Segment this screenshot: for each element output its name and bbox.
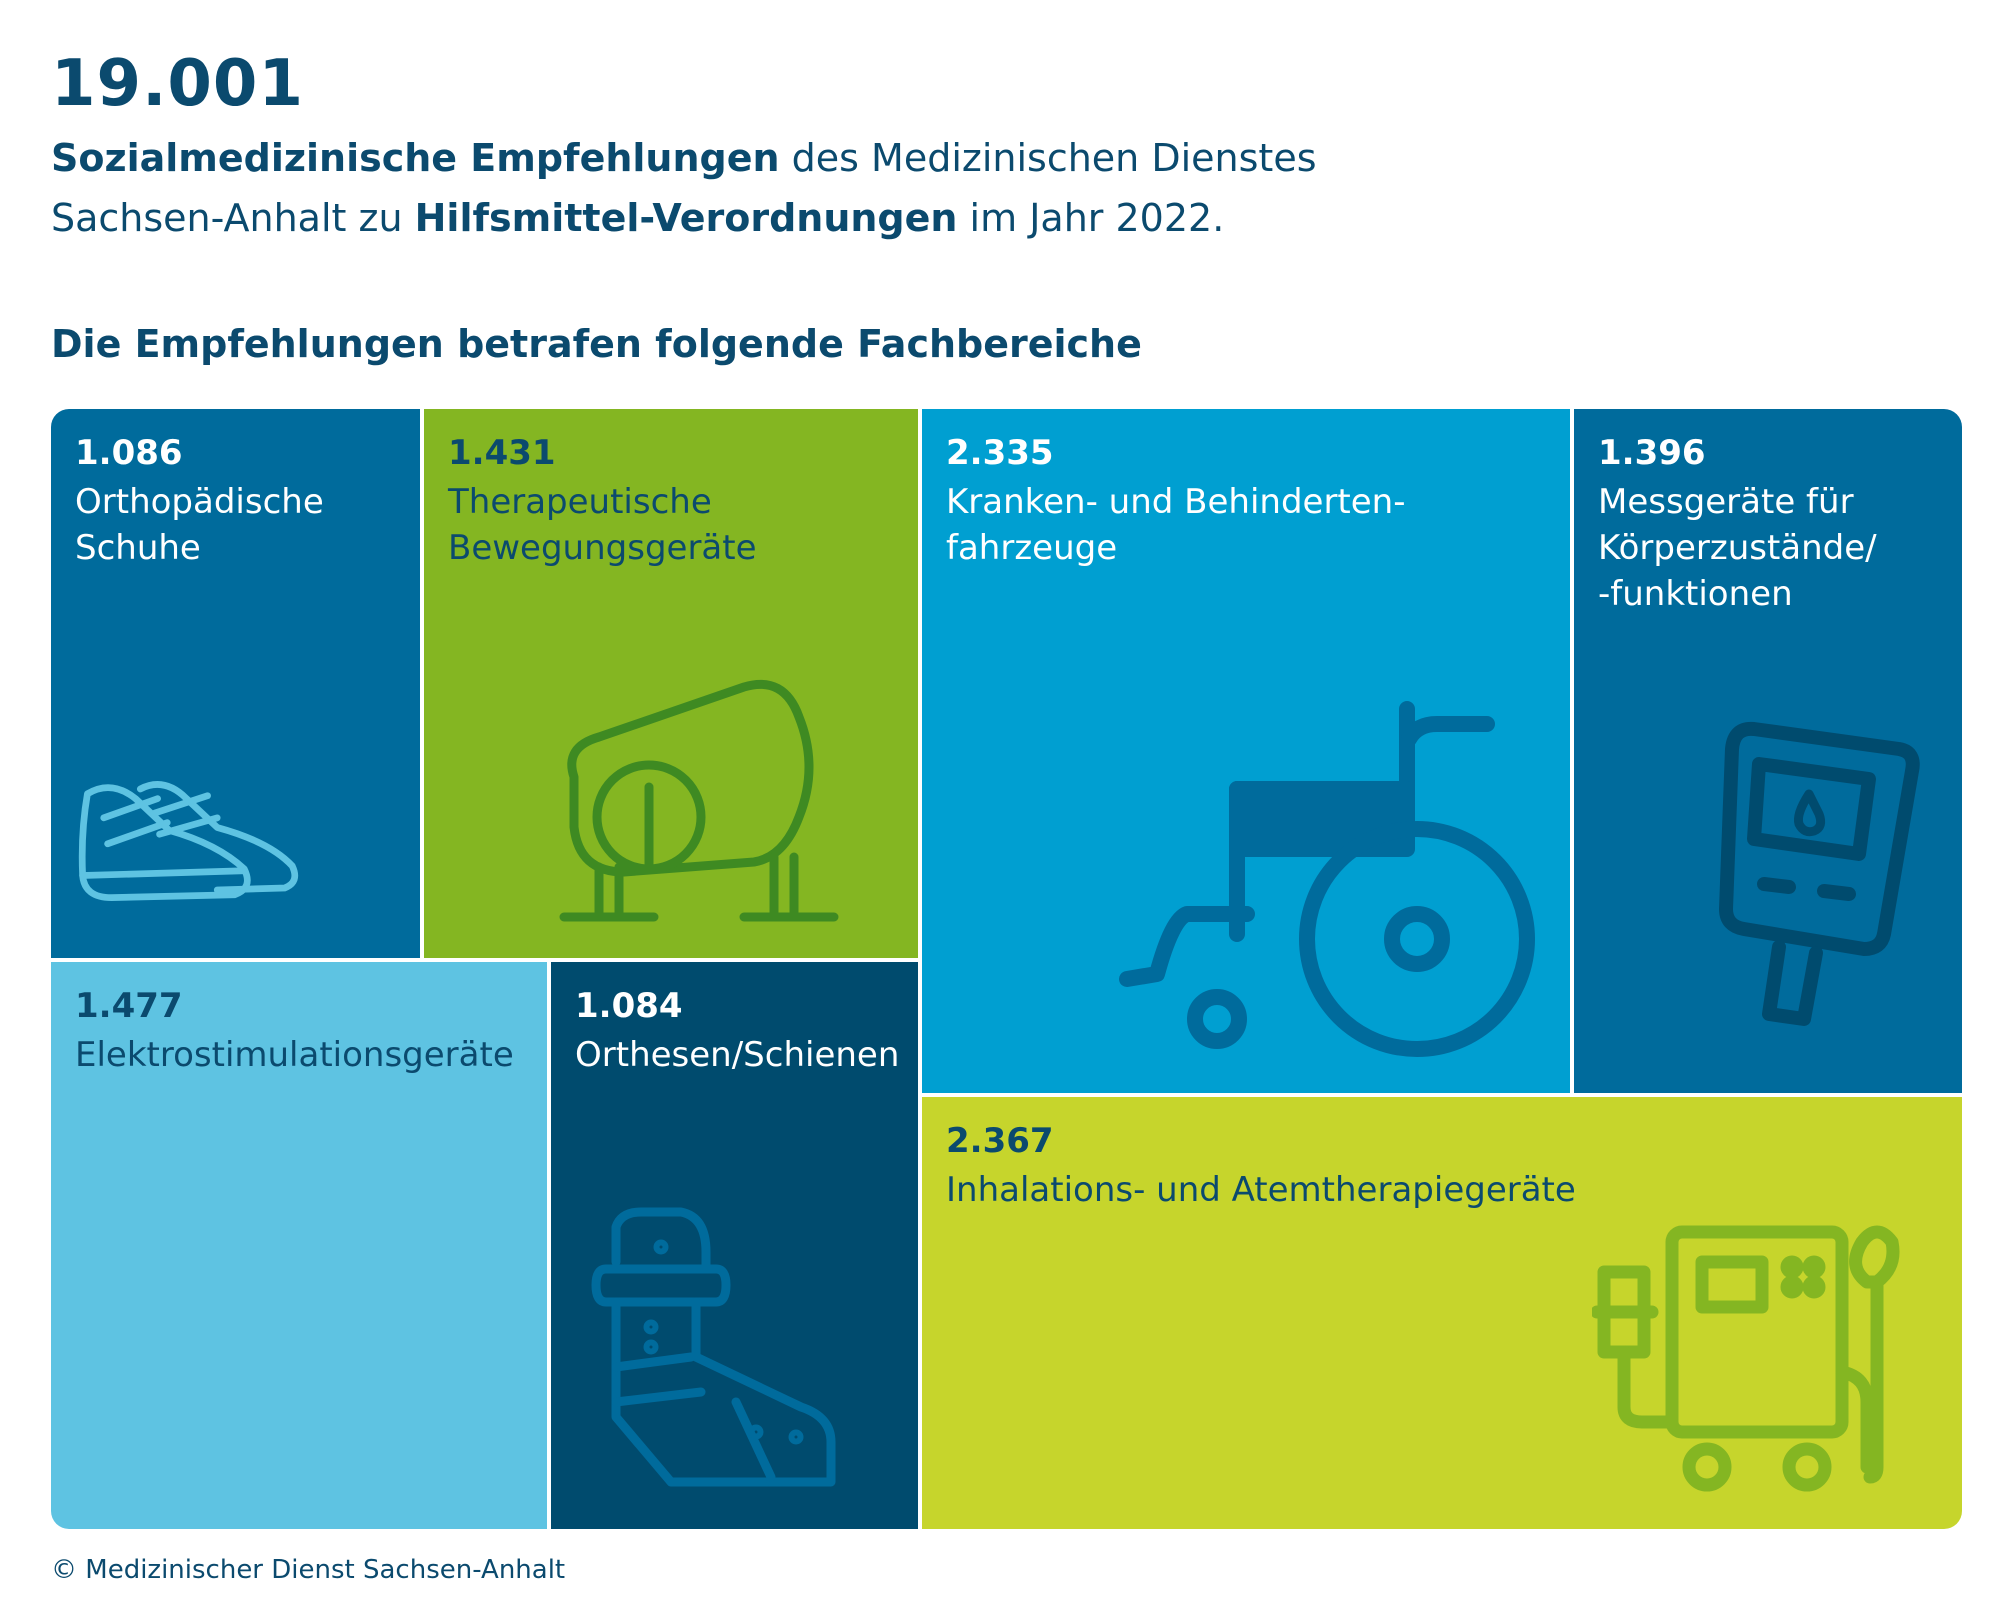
tile-label: Inhalations- und Atemtherapiegeräte [946, 1170, 1576, 1210]
tile-messgeraete: 1.396 Messgeräte für Körperzustände/ -fu… [1574, 409, 1962, 1093]
tile-label: Orthesen/Schienen [575, 1035, 900, 1075]
intro-bold-1: Sozialmedizinische Empfehlungen [51, 136, 780, 180]
treemap: 1.086 Orthopädische Schuhe 1.431 Therape… [51, 409, 1962, 1529]
tile-value: 1.396 [1598, 433, 1706, 473]
tile-label: Elektrostimulationsgeräte [75, 1035, 514, 1075]
intro-text-1: des Medizinischen Dienstes [779, 136, 1317, 180]
tile-value: 2.335 [946, 433, 1054, 473]
tile-value: 2.367 [946, 1121, 1054, 1161]
tile-kranken-und-behindertenfahrzeuge: 2.335 Kranken- und Behinderten- fahrzeug… [922, 409, 1570, 1093]
tile-orthesen-schienen: 1.084 Orthesen/Schienen [551, 962, 918, 1529]
intro-text-3: im Jahr 2022. [957, 196, 1225, 240]
intro-bold-2: Hilfsmittel-Verordnungen [414, 196, 958, 240]
tile-label: Therapeutische Bewegungsgeräte [448, 482, 757, 568]
total-count: 19.001 [51, 47, 304, 121]
glucose-meter-icon [1719, 721, 1920, 1026]
shoes-icon [78, 781, 299, 902]
tile-orthopaedische-schuhe: 1.086 Orthopädische Schuhe [51, 409, 420, 958]
tile-value: 1.431 [448, 433, 556, 473]
wheelchair-icon [1119, 701, 1535, 1057]
tile-elektrostimulationsgeraete: 1.477 Elektrostimulationsgeräte [51, 962, 547, 1529]
tile-label: Messgeräte für Körperzustände/ -funktion… [1598, 482, 1877, 614]
tile-label: Orthopädische Schuhe [75, 482, 324, 568]
subheading: Die Empfehlungen betrafen folgende Fachb… [51, 322, 1142, 366]
tile-value: 1.477 [75, 986, 183, 1026]
intro-text-2: Sachsen-Anhalt zu [51, 196, 415, 240]
tile-value: 1.086 [75, 433, 183, 473]
intro-text: Sozialmedizinische Empfehlungen des Medi… [51, 128, 1451, 248]
tile-label: Kranken- und Behinderten- fahrzeuge [946, 482, 1406, 568]
orthosis-icon [591, 1207, 836, 1487]
tile-inhalations-und-atemtherapiegeraete: 2.367 Inhalations- und Atemtherapiegerät… [922, 1097, 1962, 1529]
exercise-bike-icon [559, 679, 839, 922]
tile-therapeutische-bewegungsgeraete: 1.431 Therapeutische Bewegungsgeräte [424, 409, 918, 958]
copyright: © Medizinischer Dienst Sachsen-Anhalt [51, 1555, 566, 1585]
inhalation-device-icon [1592, 1225, 1900, 1492]
tile-value: 1.084 [575, 986, 683, 1026]
